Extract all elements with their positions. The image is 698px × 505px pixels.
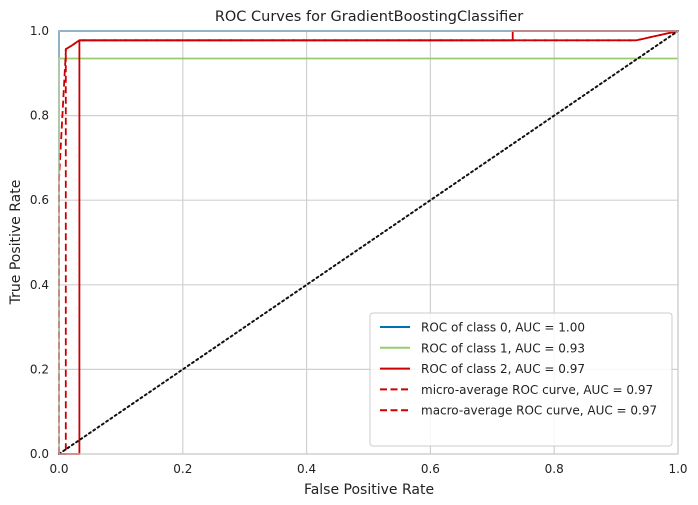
- legend: ROC of class 0, AUC = 1.00 ROC of class 1…: [369, 312, 673, 447]
- y-tick-label: 0.4: [30, 278, 49, 292]
- series-line-chance: [58, 30, 679, 455]
- chart-title: ROC Curves for GradientBoostingClassifie…: [215, 9, 523, 25]
- legend-label: macro-average ROC curve, AUC = 0.97: [421, 404, 657, 418]
- x-tick-label: 1.0: [668, 462, 687, 476]
- x-tick-label: 0.0: [49, 462, 68, 476]
- y-tick-label: 1.0: [30, 24, 49, 38]
- x-tick-label: 0.6: [421, 462, 440, 476]
- series-line-3: [58, 30, 679, 454]
- legend-label: ROC of class 1, AUC = 0.93: [421, 341, 585, 355]
- y-axis-label: True Positive Rate: [8, 180, 24, 306]
- x-tick-label: 0.8: [545, 462, 564, 476]
- legend-label: ROC of class 0, AUC = 1.00: [421, 321, 585, 335]
- x-axis-label: False Positive Rate: [304, 482, 434, 498]
- y-tick-label: 0.8: [30, 109, 49, 123]
- y-tick-label: 0.6: [30, 193, 49, 207]
- legend-box: [369, 312, 673, 447]
- legend-label: micro-average ROC curve, AUC = 0.97: [421, 383, 653, 397]
- x-axis-ticks: 0.0 0.2 0.4 0.6 0.8 1.0: [49, 462, 687, 476]
- y-tick-label: 0.0: [30, 447, 49, 461]
- legend-label: ROC of class 2, AUC = 0.97: [421, 362, 585, 376]
- y-tick-label: 0.2: [30, 362, 49, 376]
- plot-frame: [58, 30, 679, 455]
- x-tick-label: 0.4: [297, 462, 316, 476]
- y-axis-ticks: 0.0 0.2 0.4 0.6 0.8 1.0: [30, 24, 49, 461]
- grid: [58, 30, 679, 455]
- x-tick-label: 0.2: [173, 462, 192, 476]
